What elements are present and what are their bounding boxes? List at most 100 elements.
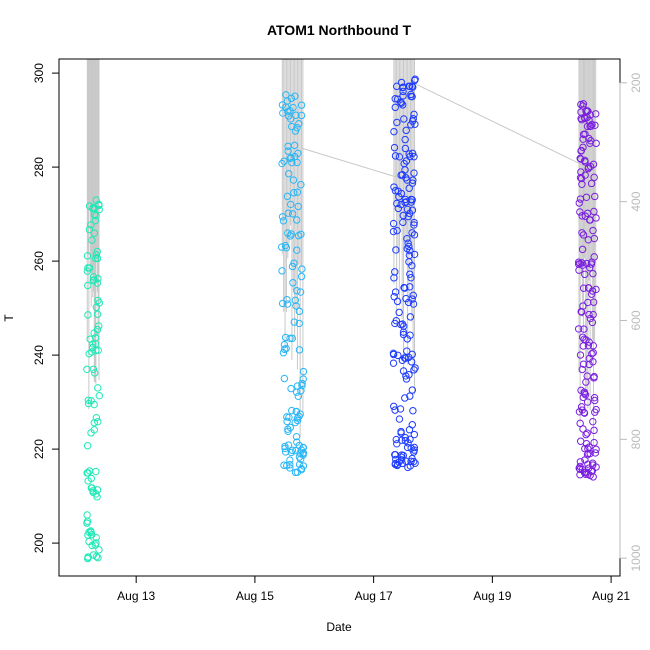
- data-point: [389, 359, 398, 367]
- data-point: [393, 440, 401, 448]
- right-tick-label: 1000: [629, 545, 643, 572]
- data-point: [399, 451, 408, 460]
- data-point: [399, 211, 407, 220]
- data-point: [579, 425, 587, 433]
- data-point: [284, 425, 292, 433]
- data-point: [390, 183, 398, 191]
- data-point: [574, 325, 583, 333]
- data-point: [408, 179, 417, 187]
- data-point: [288, 262, 297, 271]
- data-point: [294, 392, 303, 401]
- data-point: [95, 546, 103, 554]
- data-point: [583, 398, 592, 406]
- data-point: [584, 298, 592, 307]
- y-tick-label: 300: [32, 63, 46, 83]
- data-point: [401, 144, 410, 153]
- data-point: [395, 153, 404, 161]
- data-point: [582, 193, 591, 201]
- data-point: [410, 366, 418, 374]
- data-point: [391, 459, 400, 468]
- data-point: [293, 246, 301, 254]
- data-point: [391, 406, 399, 414]
- data-point: [405, 184, 413, 192]
- data-point: [95, 299, 104, 307]
- data-point: [94, 384, 102, 392]
- data-point: [285, 170, 293, 178]
- data-point: [591, 396, 599, 405]
- data-point: [403, 335, 411, 343]
- data-point: [588, 318, 597, 327]
- data-point: [299, 375, 307, 383]
- data-point: [578, 229, 586, 237]
- data-point: [94, 554, 102, 562]
- right-tick-label: 800: [629, 429, 643, 449]
- data-point: [280, 157, 288, 165]
- data-point: [403, 347, 411, 355]
- data-point: [576, 351, 585, 359]
- data-point: [283, 295, 291, 304]
- data-point: [278, 267, 286, 275]
- data-point: [295, 460, 304, 469]
- data-point: [85, 528, 93, 536]
- data-point: [295, 441, 303, 450]
- data-point: [298, 381, 306, 390]
- data-point: [396, 405, 405, 413]
- data-point: [583, 429, 591, 437]
- y-tick-label: 200: [32, 533, 46, 553]
- data-point: [277, 243, 286, 251]
- data-point: [92, 346, 100, 355]
- data-point: [90, 229, 99, 237]
- x-axis: Aug 13 Aug 15 Aug 17 Aug 19 Aug 21: [117, 576, 630, 603]
- data-point: [93, 310, 102, 318]
- data-point: [90, 419, 98, 427]
- data-point: [403, 205, 412, 214]
- data-point: [295, 346, 304, 354]
- data-point: [94, 274, 102, 283]
- data-point: [402, 157, 411, 165]
- data-point: [402, 375, 411, 383]
- data-point: [392, 246, 400, 254]
- data-point: [95, 391, 104, 400]
- data-point: [293, 158, 301, 167]
- data-point: [286, 334, 294, 343]
- data-point: [291, 92, 299, 100]
- data-point: [576, 462, 584, 471]
- data-point: [590, 438, 598, 447]
- data-point: [279, 217, 288, 225]
- data-point: [287, 384, 295, 393]
- data-point: [578, 333, 587, 341]
- data-point: [391, 152, 400, 160]
- data-point: [582, 468, 590, 476]
- data-point: [278, 213, 287, 221]
- data-point: [293, 216, 301, 224]
- data-point: [589, 226, 597, 235]
- data-point: [297, 101, 306, 109]
- data-point: [393, 226, 401, 235]
- data-point: [397, 78, 406, 87]
- x-tick-label: Aug 19: [473, 589, 511, 603]
- data-point: [589, 269, 597, 278]
- data-point: [286, 461, 294, 469]
- data-point: [575, 408, 584, 416]
- data-point: [581, 158, 589, 166]
- right-tick-label: 200: [629, 72, 643, 92]
- data-point: [297, 272, 306, 281]
- data-point: [391, 95, 399, 103]
- data-point: [92, 552, 101, 561]
- data-point: [92, 251, 101, 259]
- data-point: [409, 83, 417, 91]
- data-point: [290, 141, 299, 150]
- data-point: [406, 313, 415, 321]
- data-point: [91, 369, 99, 377]
- data-point: [397, 456, 406, 464]
- data-point: [91, 216, 100, 225]
- x-axis-title: Date: [326, 620, 352, 634]
- data-point: [291, 418, 299, 427]
- data-point: [280, 345, 289, 354]
- data-point: [578, 365, 586, 374]
- data-point: [398, 436, 406, 444]
- data-point: [84, 281, 92, 290]
- data-point: [589, 417, 597, 426]
- data-point: [298, 265, 306, 273]
- data-point: [83, 252, 92, 260]
